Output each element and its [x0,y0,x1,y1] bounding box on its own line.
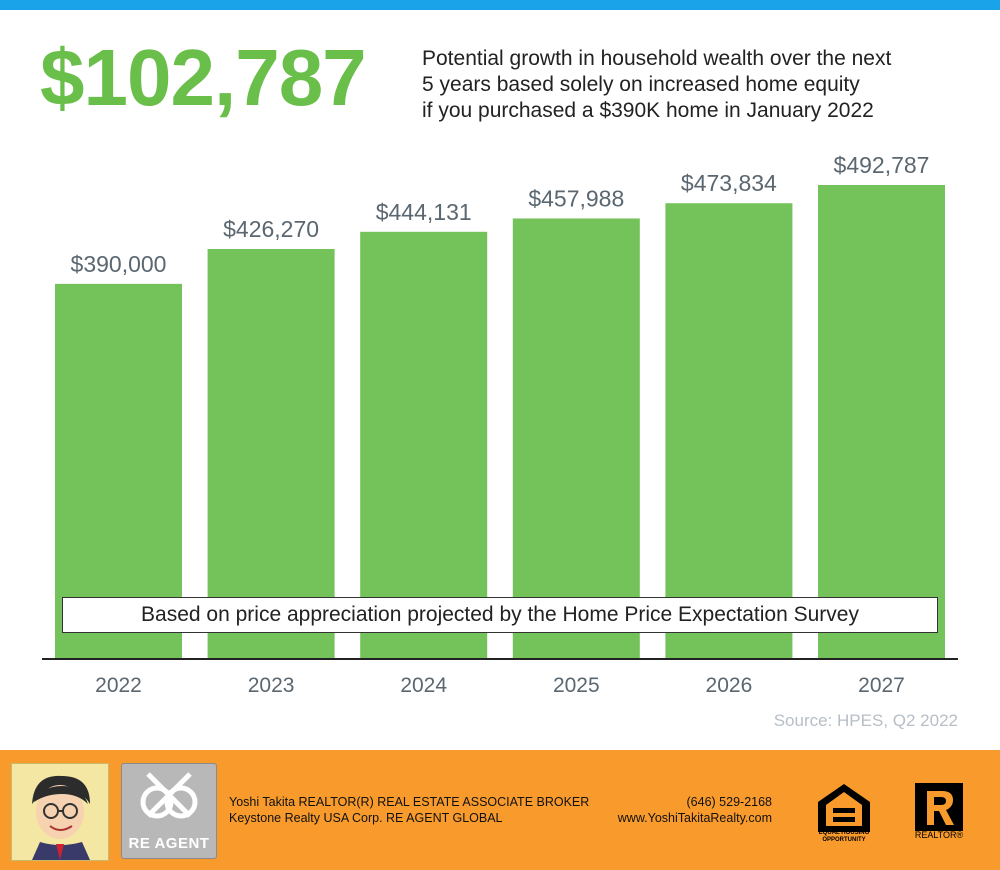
agent-caricature-photo [11,763,109,861]
source-text: Source: HPES, Q2 2022 [773,711,958,730]
eho-text-line-1: EQUAL HOUSING [818,830,870,836]
equal-housing-opportunity-icon [818,784,870,832]
x-tick-label-2023: 2023 [248,674,295,697]
company-line: Keystone Realty USA Corp. RE AGENT GLOBA… [229,811,503,825]
headline-value: $102,787 [40,33,367,122]
agent-name-line: Yoshi Takita REALTOR(R) REAL ESTATE ASSO… [229,795,590,809]
bar-2024 [360,231,488,659]
bar-2025 [512,218,640,659]
subtitle: Potential growth in household wealth ove… [422,46,962,124]
website-link[interactable]: www.YoshiTakitaRealty.com [617,811,772,825]
realtor-logo-icon [915,783,963,831]
data-label-2026: $473,834 [681,170,777,196]
bar-2027 [818,184,945,659]
data-label-2025: $457,988 [528,185,624,211]
equal-housing-text: EQUAL HOUSING OPPORTUNITY [806,830,882,844]
x-tick-label-2026: 2026 [706,674,753,697]
x-tick-label-2022: 2022 [95,674,142,697]
footer: RE AGENT Yoshi Takita REALTOR(R) REAL ES… [0,750,1000,870]
note-box: Based on price appreciation projected by… [62,597,938,633]
bar-chart: $390,000 2022 $426,270 2023 $444,131 2024 $457… [42,152,958,697]
x-tick-label-2024: 2024 [400,674,447,697]
phone-number: (646) 529-2168 [686,795,772,809]
top-accent-bar [0,0,1000,10]
bar-2022 [55,283,182,659]
x-tick-label-2025: 2025 [553,674,600,697]
data-label-2022: $390,000 [71,251,167,277]
bar-2026 [665,203,793,659]
x-tick-label-2027: 2027 [858,674,905,697]
subtitle-line-1: Potential growth in household wealth ove… [422,47,892,70]
bar-2023 [207,248,335,659]
subtitle-line-3: if you purchased a $390K home in January… [422,99,874,122]
data-label-2023: $426,270 [223,216,319,242]
realtor-text: REALTOR® [914,830,964,840]
re-agent-logo: RE AGENT [121,763,217,859]
eho-text-line-2: OPPORTUNITY [822,837,866,843]
data-label-2024: $444,131 [376,199,472,225]
re-agent-logo-text: RE AGENT [128,835,210,852]
data-label-2027: $492,787 [834,152,930,178]
subtitle-line-2: 5 years based solely on increased home e… [422,73,860,96]
